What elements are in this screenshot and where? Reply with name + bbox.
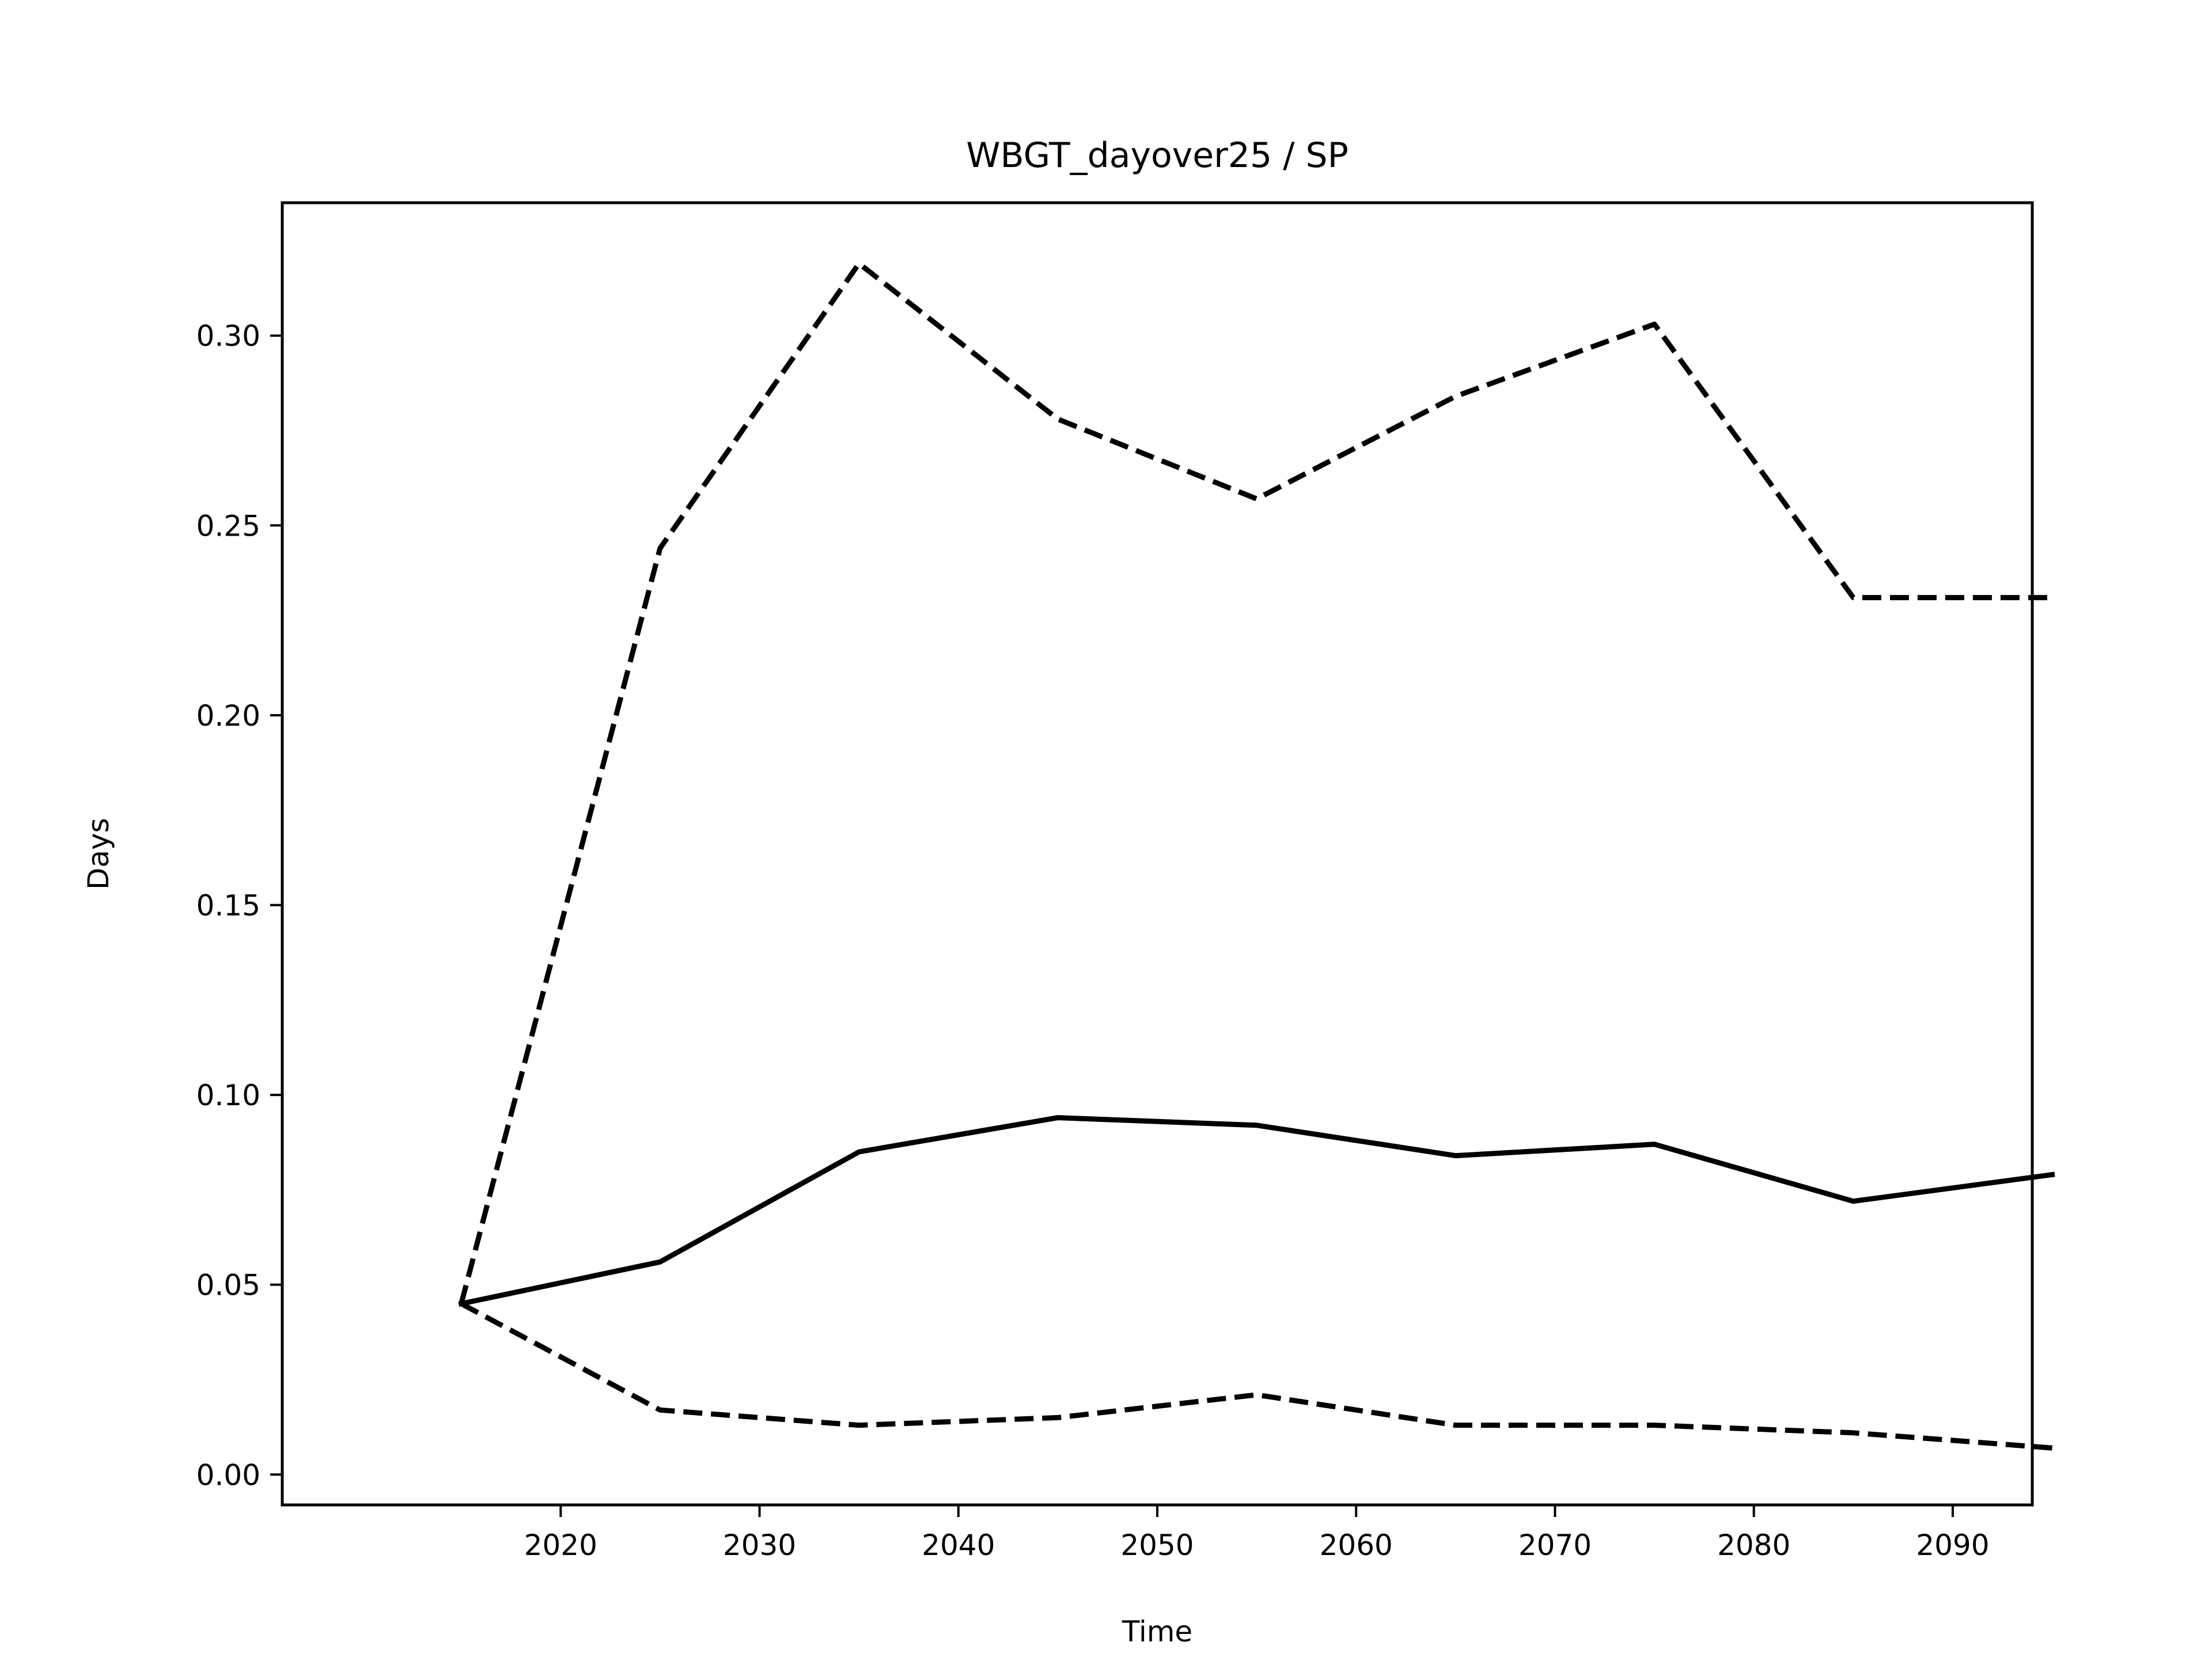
dashed-series-line-2 — [460, 1301, 2052, 1451]
series-layer — [458, 261, 2055, 1451]
x-tick-label: 2050 — [1120, 1529, 1194, 1562]
y-tick-label: 0.10 — [196, 1079, 260, 1112]
x-tick-label: 2090 — [1916, 1529, 1989, 1562]
solid-series-line — [458, 1115, 2055, 1307]
y-axis-label: Days — [82, 818, 115, 890]
y-tick-label: 0.25 — [196, 509, 260, 543]
dashed-series-line-1 — [459, 261, 2052, 1304]
x-tick-label: 2060 — [1320, 1529, 1393, 1562]
x-tick-label: 2030 — [723, 1529, 796, 1562]
x-tick-label: 2020 — [524, 1529, 597, 1562]
y-tick-label: 0.15 — [196, 889, 260, 922]
y-tick-label: 0.20 — [196, 699, 260, 733]
y-tick-label: 0.05 — [196, 1269, 260, 1302]
x-tick-label: 2070 — [1518, 1529, 1592, 1562]
ticks-layer: 2020 2030 2040 2050 2060 2070 2080 2090 0.00 0.05… — [196, 320, 1990, 1562]
y-tick-label: 0.30 — [196, 320, 260, 353]
x-tick-label: 2040 — [922, 1529, 995, 1562]
x-axis-label: Time — [1122, 1615, 1192, 1648]
chart-title: WBGT_dayover25 / SP — [966, 135, 1349, 176]
plot-frame — [281, 201, 2034, 1507]
y-tick-label: 0.00 — [196, 1458, 260, 1492]
x-tick-label: 2080 — [1717, 1529, 1790, 1562]
